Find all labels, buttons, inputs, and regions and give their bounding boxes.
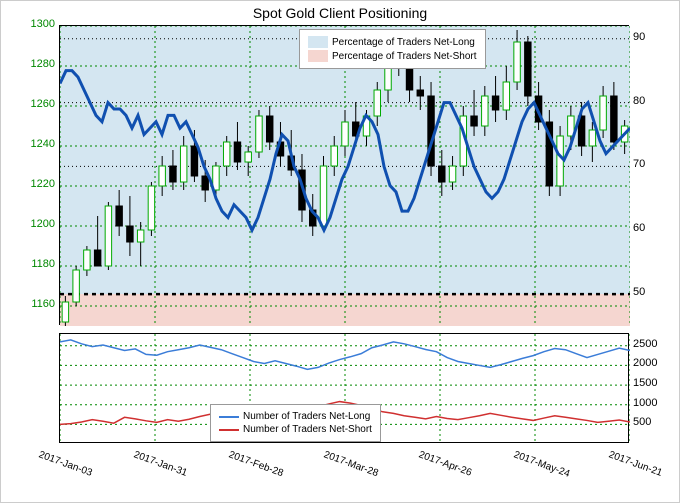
legend-pct-long: Percentage of Traders Net-Long <box>308 36 477 48</box>
pct-tick: 80 <box>633 95 645 107</box>
pct-tick: 60 <box>633 222 645 234</box>
pct-tick: 50 <box>633 286 645 298</box>
count-tick: 500 <box>633 416 651 428</box>
x-tick-label: 2017-Jan-03 <box>37 449 94 479</box>
count-tick: 1000 <box>633 397 657 409</box>
legend-item-short: Number of Traders Net-Short <box>219 424 372 435</box>
price-tick: 1240 <box>5 138 55 150</box>
x-tick-label: 2017-Apr-26 <box>417 449 473 478</box>
price-tick: 1220 <box>5 178 55 190</box>
chart-title: Spot Gold Client Positioning <box>1 1 679 25</box>
sub-legend: Number of Traders Net-Long Number of Tra… <box>210 404 381 442</box>
price-tick: 1300 <box>5 18 55 30</box>
count-tick: 2000 <box>633 357 657 369</box>
main-legend: Percentage of Traders Net-Long Percentag… <box>299 29 486 69</box>
x-tick-label: 2017-Jan-31 <box>132 449 189 479</box>
price-tick: 1200 <box>5 218 55 230</box>
legend-long-label: Number of Traders Net-Long <box>243 411 370 422</box>
x-tick-label: 2017-Mar-28 <box>322 449 380 479</box>
pct-tick: 90 <box>633 31 645 43</box>
price-tick: 1160 <box>5 298 55 310</box>
count-tick: 2500 <box>633 338 657 350</box>
legend-pct-short-label: Percentage of Traders Net-Short <box>332 51 477 62</box>
pct-tick: 70 <box>633 158 645 170</box>
legend-short-label: Number of Traders Net-Short <box>243 424 372 435</box>
price-tick: 1280 <box>5 58 55 70</box>
legend-pct-long-label: Percentage of Traders Net-Long <box>332 37 475 48</box>
price-tick: 1180 <box>5 258 55 270</box>
x-tick-label: 2017-May-24 <box>512 449 571 479</box>
main-chart-area <box>59 25 629 325</box>
count-tick: 1500 <box>633 377 657 389</box>
legend-item-long: Number of Traders Net-Long <box>219 411 372 422</box>
sub-chart-area: Number of Traders Net-Long Number of Tra… <box>59 333 629 443</box>
legend-pct-short: Percentage of Traders Net-Short <box>308 50 477 62</box>
chart-container: Spot Gold Client Positioning 1160 1180 120… <box>0 0 680 503</box>
x-tick-label: 2017-Feb-28 <box>227 449 285 479</box>
price-tick: 1260 <box>5 98 55 110</box>
x-tick-label: 2017-Jun-21 <box>607 449 664 479</box>
